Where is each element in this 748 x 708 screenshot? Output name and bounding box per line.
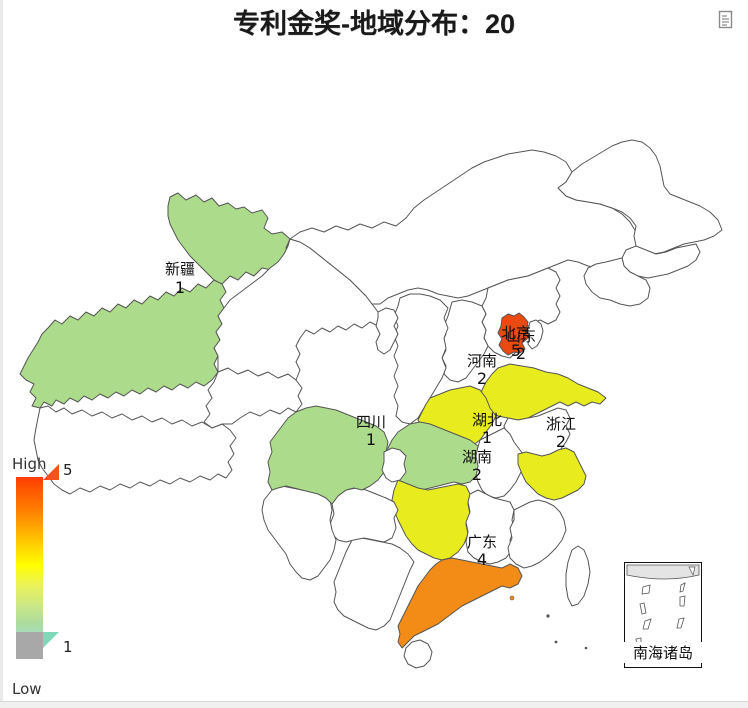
map-canvas[interactable]: 新疆 1 北京 5 山东 2 河南 2 四川 1 湖北 1 湖南 2 浙江 2 … — [0, 50, 748, 690]
document-report-icon[interactable] — [714, 8, 736, 34]
province-hainan[interactable] — [403, 639, 433, 669]
label-henan-name: 河南 — [467, 352, 497, 370]
label-shandong-value: 2 — [516, 344, 526, 363]
label-guangdong-value: 4 — [477, 550, 487, 569]
label-guangdong-name: 广东 — [467, 533, 497, 551]
hongkong-marker — [509, 595, 515, 601]
inset-label: 南海诸岛 — [624, 642, 702, 663]
province-beijing[interactable] — [497, 312, 531, 356]
label-beijing-value: 5 — [511, 341, 521, 360]
label-zhejiang-name: 浙江 — [546, 415, 576, 433]
province-tianjin[interactable] — [526, 319, 544, 350]
label-xinjiang-name: 新疆 — [165, 260, 195, 278]
legend-min-arrow-icon — [43, 632, 59, 648]
label-sichuan-value: 1 — [366, 430, 376, 449]
page-title: 专利金奖-地域分布：20 — [232, 9, 516, 39]
map-legend: High 5 1 Low — [6, 455, 86, 700]
label-xinjiang-value: 1 — [175, 278, 185, 297]
label-hubei-name: 湖北 — [472, 411, 502, 429]
province-guangdong[interactable] — [397, 557, 523, 649]
province-zhejiang[interactable] — [517, 447, 587, 501]
legend-max-arrow-icon — [43, 464, 59, 480]
bottom-scroll-edge[interactable] — [0, 701, 748, 708]
province-guangxi[interactable] — [333, 537, 415, 631]
header-bar: 专利金奖-地域分布：20 — [0, 0, 748, 50]
province-guizhou[interactable] — [329, 487, 399, 543]
label-shandong-name: 山东 — [506, 327, 536, 345]
china-choropleth-map[interactable]: 新疆 1 北京 5 山东 2 河南 2 四川 1 湖北 1 湖南 2 浙江 2 … — [0, 50, 748, 690]
label-hubei-value: 1 — [482, 428, 492, 447]
province-anhui[interactable] — [473, 427, 527, 499]
province-liaoning[interactable] — [583, 257, 651, 307]
legend-high-label: High — [12, 455, 47, 473]
province-chongqing[interactable] — [381, 447, 407, 483]
label-zhejiang-value: 2 — [556, 432, 566, 451]
label-hunan-value: 2 — [472, 465, 482, 484]
island-dot — [554, 640, 558, 644]
island-dot — [584, 646, 588, 650]
legend-min-value: 1 — [63, 638, 73, 656]
province-ningxia[interactable] — [375, 307, 399, 355]
label-sichuan-name: 四川 — [356, 413, 386, 431]
province-xizang[interactable] — [33, 405, 237, 495]
province-heilongjiang[interactable] — [557, 139, 723, 255]
province-fujian[interactable] — [507, 499, 567, 569]
island-dot — [546, 614, 550, 618]
legend-low-label: Low — [12, 680, 42, 698]
province-yunnan[interactable] — [261, 485, 337, 581]
label-beijing-name: 北京 — [501, 324, 531, 342]
province-hunan[interactable] — [391, 479, 471, 561]
left-scroll-edge — [0, 0, 3, 708]
legend-max-value: 5 — [63, 461, 73, 479]
label-hunan-name: 湖南 — [462, 448, 492, 466]
province-taiwan[interactable] — [565, 545, 591, 607]
legend-nodata-swatch — [16, 632, 43, 659]
legend-gradient-bar — [16, 477, 43, 632]
label-henan-value: 2 — [477, 369, 487, 388]
province-sichuan[interactable] — [267, 405, 389, 505]
province-jiangxi[interactable] — [465, 489, 515, 565]
province-labels: 新疆 1 北京 5 山东 2 河南 2 四川 1 湖北 1 湖南 2 浙江 2 … — [165, 260, 576, 569]
